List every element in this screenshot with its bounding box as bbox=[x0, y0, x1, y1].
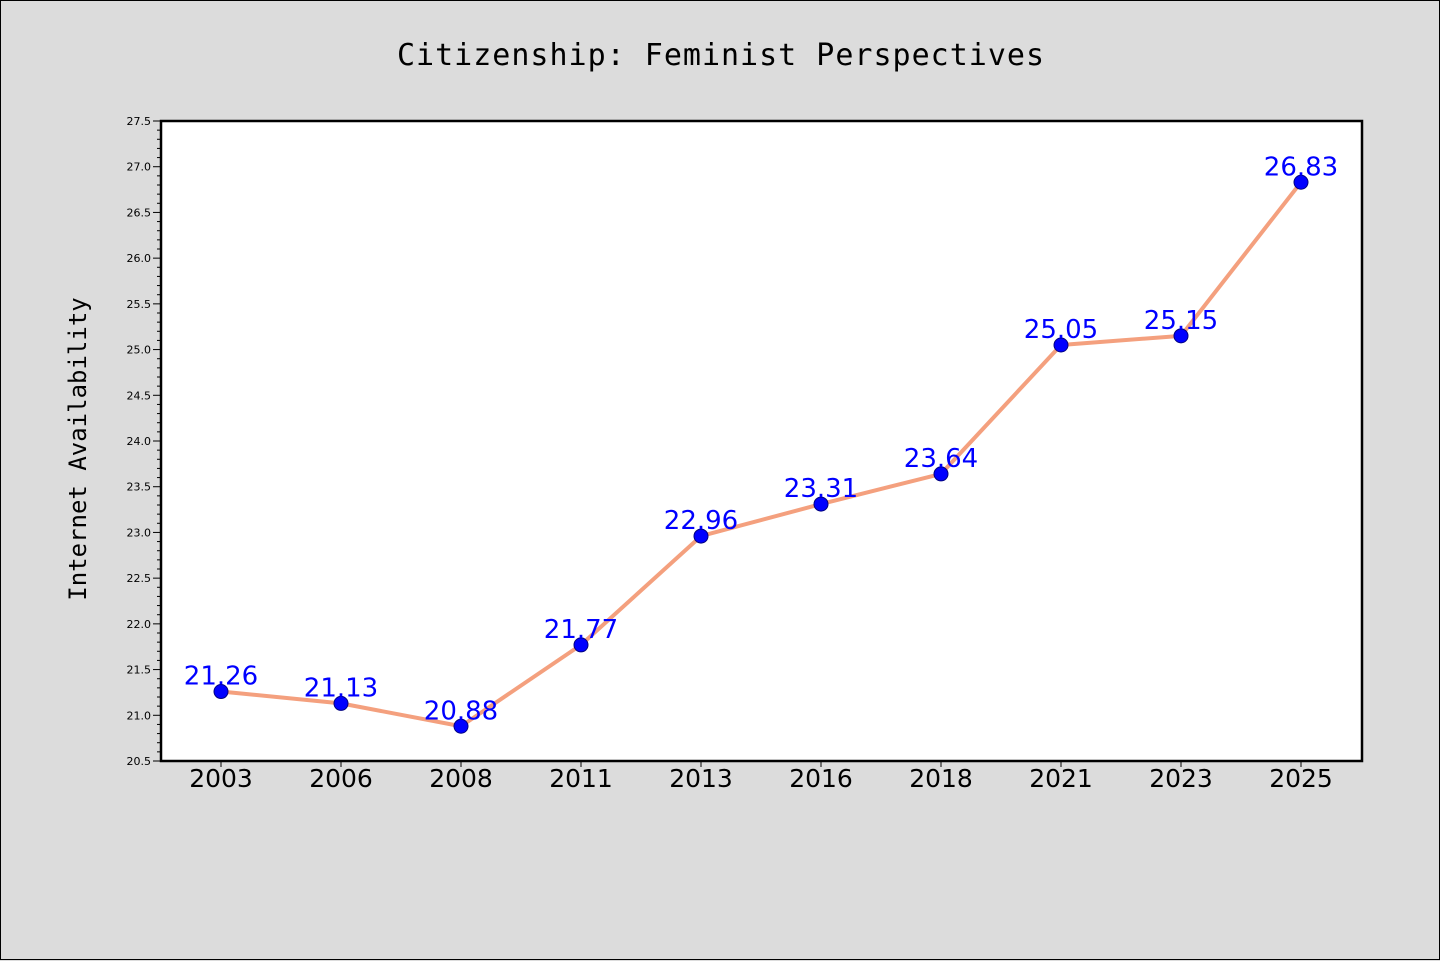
data-point bbox=[573, 637, 589, 653]
data-label: 25.05 bbox=[1024, 315, 1098, 345]
data-point bbox=[333, 695, 349, 711]
y-tick-label: 21.0 bbox=[127, 709, 152, 722]
plot-area bbox=[161, 121, 1362, 761]
data-label: 22.96 bbox=[664, 506, 738, 536]
data-label: 21.26 bbox=[184, 662, 258, 692]
data-label: 25.15 bbox=[1144, 306, 1218, 336]
data-label: 26.83 bbox=[1264, 152, 1338, 182]
x-axis: 2003 2006 2008 2011 2013 2016 2018 2021 2023 2025 bbox=[189, 761, 1333, 793]
data-label-group: 21.26 21.13 20.88 21.77 22.96 23.31 23.64 25.05… bbox=[184, 152, 1338, 726]
data-point bbox=[1293, 174, 1309, 190]
x-tick-label: 2018 bbox=[909, 764, 973, 793]
data-point bbox=[813, 496, 829, 512]
x-tick-label: 2008 bbox=[429, 764, 493, 793]
y-tick-label: 20.5 bbox=[127, 755, 152, 768]
data-label: 23.31 bbox=[784, 474, 858, 504]
y-tick-label: 23.5 bbox=[127, 481, 152, 494]
y-tick-label: 21.5 bbox=[127, 664, 152, 677]
data-point bbox=[1053, 337, 1069, 353]
data-point bbox=[933, 466, 949, 482]
y-tick-label: 27.5 bbox=[127, 115, 152, 128]
series-line bbox=[219, 180, 1303, 729]
data-point bbox=[213, 684, 229, 700]
y-tick-label: 26.0 bbox=[127, 252, 152, 265]
series-line-group bbox=[219, 180, 1303, 729]
x-tick-label: 2003 bbox=[189, 764, 253, 793]
y-tick-label: 24.0 bbox=[127, 435, 152, 448]
x-tick-label: 2016 bbox=[789, 764, 853, 793]
data-point bbox=[453, 718, 469, 734]
y-tick-label: 23.0 bbox=[127, 526, 152, 539]
data-label: 23.64 bbox=[904, 444, 978, 474]
y-tick-label: 25.5 bbox=[127, 298, 152, 311]
y-tick-label: 27.0 bbox=[127, 161, 152, 174]
y-axis: 20.5 21.0 21.5 22.0 22.5 23.0 23.5 24.0 24.5 25.0… bbox=[127, 115, 161, 768]
data-label: 21.13 bbox=[304, 673, 378, 703]
x-tick-label: 2011 bbox=[549, 764, 613, 793]
y-tick-label: 22.0 bbox=[127, 618, 152, 631]
x-tick-label: 2013 bbox=[669, 764, 733, 793]
x-tick-label: 2025 bbox=[1269, 764, 1333, 793]
x-tick-label: 2023 bbox=[1149, 764, 1213, 793]
x-tick-label: 2021 bbox=[1029, 764, 1093, 793]
y-tick-label: 24.5 bbox=[127, 389, 152, 402]
plot-border bbox=[159, 119, 1364, 763]
x-tick-label: 2006 bbox=[309, 764, 373, 793]
y-axis-label: Internet Availability bbox=[64, 297, 92, 600]
y-tick-label: 26.5 bbox=[127, 206, 152, 219]
data-point bbox=[1173, 328, 1189, 344]
marker-group bbox=[213, 174, 1309, 734]
y-tick-label: 25.0 bbox=[127, 344, 152, 357]
data-label: 21.77 bbox=[544, 615, 618, 645]
chart-title: Citizenship: Feminist Perspectives bbox=[397, 38, 1045, 73]
y-tick-label: 22.5 bbox=[127, 572, 152, 585]
data-point bbox=[693, 528, 709, 544]
data-label: 20.88 bbox=[424, 696, 498, 726]
